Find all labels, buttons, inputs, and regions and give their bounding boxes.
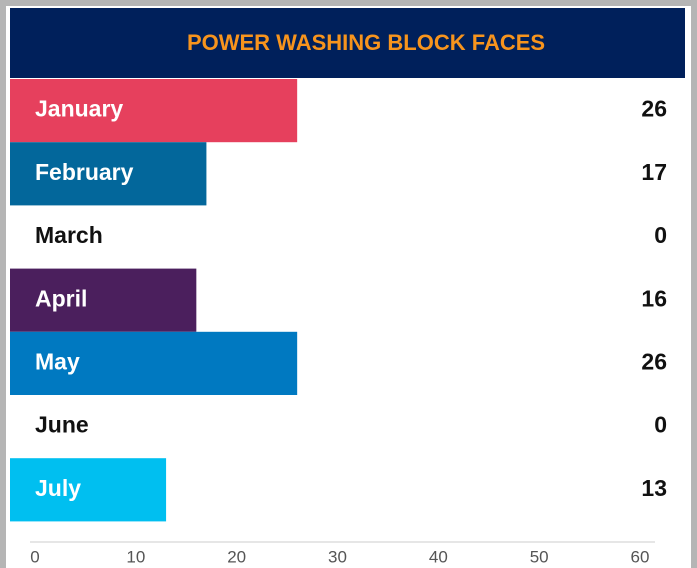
category-label: March xyxy=(35,222,103,248)
bar xyxy=(10,331,298,395)
category-label: June xyxy=(35,412,89,438)
value-label: 26 xyxy=(641,348,667,374)
bar xyxy=(10,458,167,522)
bar xyxy=(10,268,197,332)
category-label: January xyxy=(35,96,123,122)
x-tick-label: 20 xyxy=(227,547,246,566)
bar xyxy=(10,79,298,143)
value-label: 16 xyxy=(641,285,667,311)
category-label: July xyxy=(35,475,81,501)
category-label: February xyxy=(35,159,134,185)
category-label: May xyxy=(35,348,80,374)
x-tick-label: 10 xyxy=(126,547,145,566)
title-bar xyxy=(10,8,685,78)
x-tick-label: 0 xyxy=(30,547,39,566)
value-label: 13 xyxy=(641,475,667,501)
value-label: 0 xyxy=(654,222,667,248)
bar xyxy=(10,142,207,206)
x-tick-label: 60 xyxy=(631,547,650,566)
x-tick-label: 30 xyxy=(328,547,347,566)
value-label: 0 xyxy=(654,412,667,438)
x-tick-label: 40 xyxy=(429,547,448,566)
x-tick-label: 50 xyxy=(530,547,549,566)
value-label: 26 xyxy=(641,96,667,122)
category-label: April xyxy=(35,285,87,311)
chart-title: POWER WASHING BLOCK FACES xyxy=(187,30,545,55)
value-label: 17 xyxy=(641,159,667,185)
